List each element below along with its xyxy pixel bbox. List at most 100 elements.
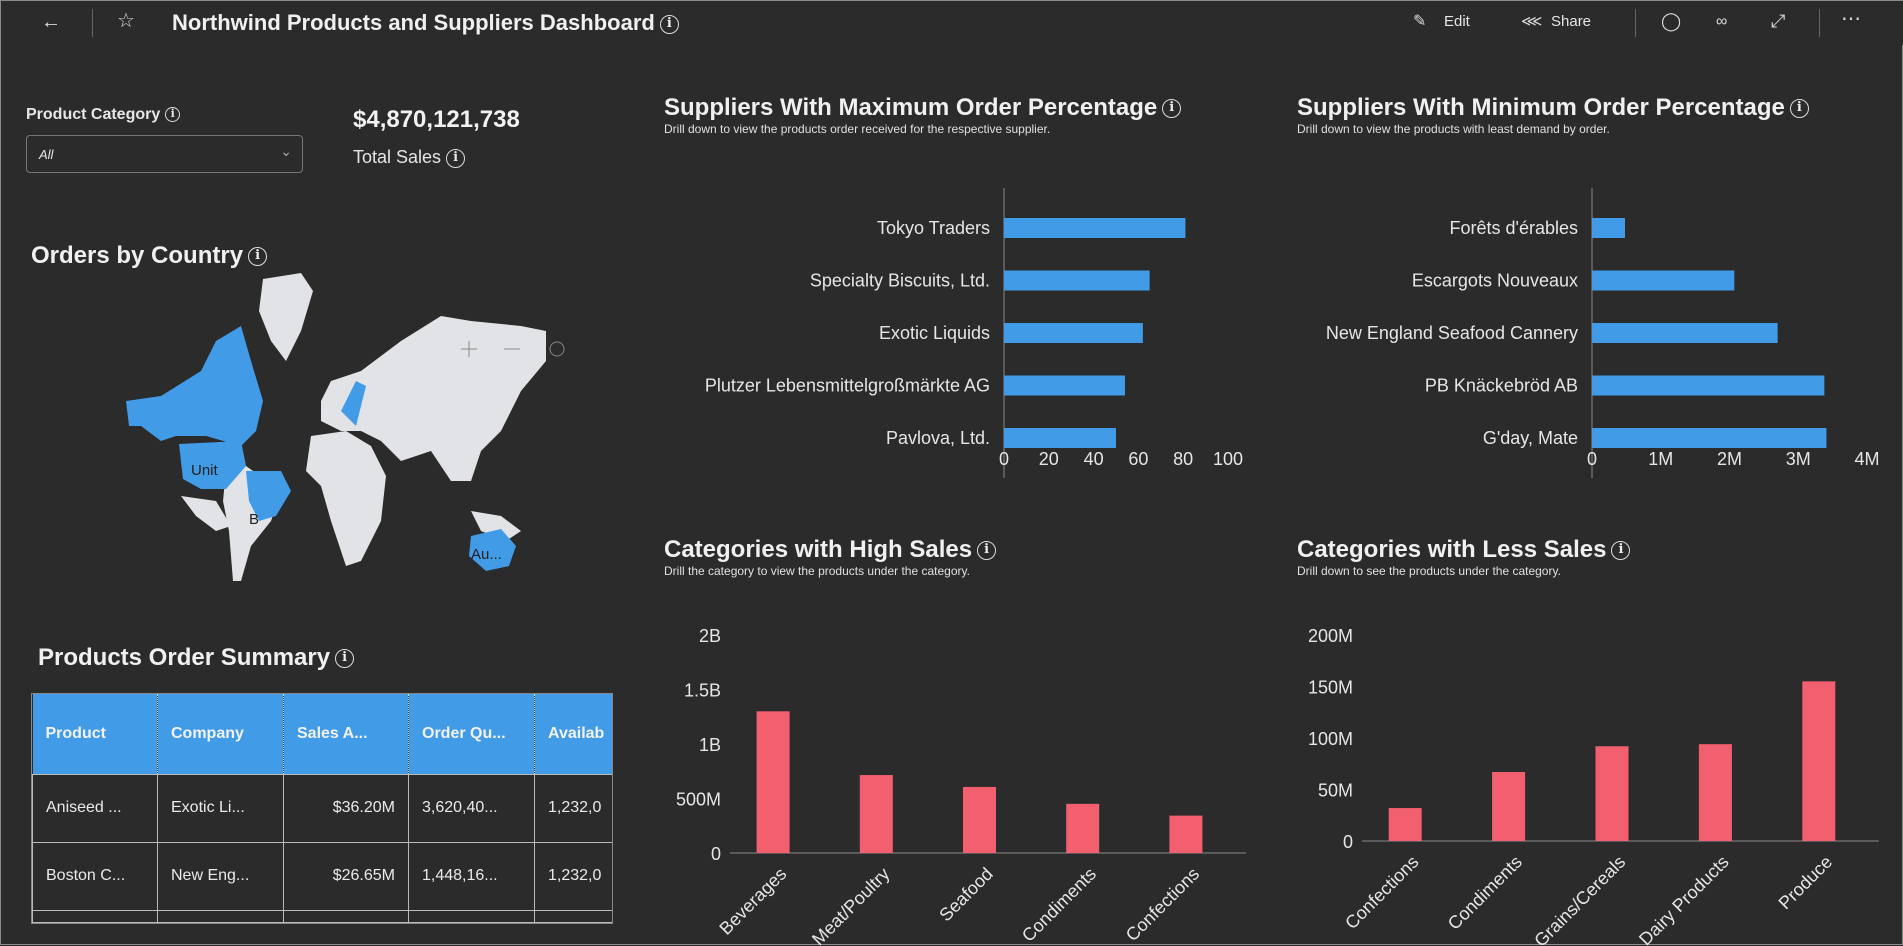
info-icon[interactable]: i bbox=[335, 649, 355, 669]
share-button[interactable]: Share bbox=[1551, 13, 1592, 30]
total-sales-value: $4,870,121,738 bbox=[353, 106, 520, 133]
bar[interactable] bbox=[1066, 803, 1100, 853]
bar[interactable] bbox=[1802, 681, 1836, 841]
info-icon[interactable]: i bbox=[446, 148, 466, 168]
category-label: Seafood bbox=[935, 864, 997, 926]
more-icon[interactable]: ⋯ bbox=[1841, 8, 1861, 30]
info-icon[interactable]: i bbox=[248, 247, 268, 267]
map-eurasia bbox=[321, 316, 546, 481]
category-label: Forêts d'érables bbox=[1450, 218, 1579, 238]
info-icon[interactable]: i bbox=[977, 541, 997, 561]
category-label: PB Knäckebröd AB bbox=[1425, 376, 1578, 396]
comment-icon[interactable]: ◯ bbox=[1661, 11, 1682, 31]
bar[interactable] bbox=[1169, 815, 1203, 853]
map-mexico bbox=[181, 496, 231, 531]
category-label: G'day, Mate bbox=[1483, 428, 1578, 448]
chart-subtitle: Drill down to see the products under the… bbox=[1297, 564, 1561, 578]
category-label: Confections bbox=[1122, 864, 1203, 945]
bar[interactable] bbox=[1004, 375, 1125, 396]
bar[interactable] bbox=[1492, 771, 1526, 841]
map-usa bbox=[179, 441, 246, 489]
info-icon[interactable]: i bbox=[659, 14, 679, 34]
dashboard-title: Northwind Products and Suppliers Dashboa… bbox=[172, 10, 679, 36]
bar[interactable] bbox=[1698, 744, 1732, 841]
category-label: Plutzer Lebensmittelgroßmärkte AG bbox=[705, 376, 990, 396]
bar[interactable] bbox=[1592, 375, 1825, 396]
column-header-order-quantity[interactable]: Order Qu... bbox=[408, 694, 535, 774]
chart-title: Suppliers With Maximum Order Percentage bbox=[664, 94, 1158, 121]
map-canada bbox=[126, 326, 263, 446]
edit-button[interactable]: Edit bbox=[1444, 13, 1470, 30]
bar[interactable] bbox=[859, 775, 893, 853]
map-scandinavia bbox=[341, 381, 366, 426]
map-label-brazil: B bbox=[249, 511, 259, 528]
category-label: Confections bbox=[1341, 852, 1422, 933]
table-row[interactable]: Boston C... New Eng... $26.65M 1,448,16.… bbox=[32, 841, 612, 911]
back-arrow-icon[interactable]: ← bbox=[41, 11, 61, 33]
star-icon[interactable]: ☆ bbox=[117, 10, 135, 32]
chart-subtitle: Drill the category to view the products … bbox=[664, 564, 970, 578]
tick-label: 1.5B bbox=[684, 681, 721, 701]
bar[interactable] bbox=[1595, 746, 1629, 841]
tick-label: 20 bbox=[1039, 449, 1059, 469]
table-title: Products Order Summary i bbox=[38, 644, 355, 672]
product-category-dropdown[interactable]: All ⌄ bbox=[26, 135, 303, 173]
table-header-row: Product Company Sales A... Order Qu... A… bbox=[32, 694, 612, 774]
tick-label: 0 bbox=[999, 449, 1009, 469]
glasses-icon[interactable]: ∞ bbox=[1716, 13, 1728, 30]
table-row[interactable]: Aniseed ... Exotic Li... $36.20M 3,620,4… bbox=[32, 773, 612, 843]
map-title: Orders by Country i bbox=[31, 242, 268, 270]
bar[interactable] bbox=[1004, 270, 1150, 291]
chart-less-sales-header: Categories with Less Sales i Drill down t… bbox=[1297, 536, 1631, 578]
divider bbox=[92, 9, 93, 37]
bar[interactable] bbox=[1592, 218, 1625, 238]
chart-title: Categories with High Sales bbox=[664, 536, 973, 563]
map-africa bbox=[306, 431, 386, 566]
bar[interactable] bbox=[1004, 218, 1186, 238]
world-map[interactable]: Unit B Au... bbox=[1, 231, 621, 591]
chart-min-suppliers-header: Suppliers With Minimum Order Percentage i… bbox=[1297, 94, 1809, 136]
chart-title: Categories with Less Sales bbox=[1297, 536, 1607, 563]
chart-title: Suppliers With Minimum Order Percentage bbox=[1297, 94, 1785, 121]
table-row-partial[interactable] bbox=[32, 909, 612, 923]
category-label: Beverages bbox=[715, 864, 790, 939]
bar[interactable] bbox=[1592, 323, 1778, 343]
cell-order-qty: 3,620,40... bbox=[408, 773, 535, 843]
chart-subtitle: Drill down to view the products with lea… bbox=[1297, 122, 1610, 136]
category-label: Pavlova, Ltd. bbox=[886, 428, 990, 448]
bar[interactable] bbox=[1004, 323, 1143, 343]
category-label: Tokyo Traders bbox=[877, 218, 990, 238]
info-icon[interactable]: i bbox=[1789, 99, 1809, 119]
column-header-sales-amount[interactable]: Sales A... bbox=[283, 694, 409, 774]
reset-view-icon bbox=[549, 341, 565, 357]
tick-label: 100 bbox=[1213, 449, 1243, 469]
share-icon: ⋘ bbox=[1521, 13, 1543, 30]
column-header-product[interactable]: Product bbox=[32, 694, 158, 774]
bar[interactable] bbox=[1388, 808, 1422, 841]
bar[interactable] bbox=[1592, 428, 1827, 448]
column-header-available[interactable]: Availab bbox=[534, 694, 612, 774]
bar[interactable] bbox=[1592, 270, 1735, 291]
info-icon[interactable]: i bbox=[1611, 541, 1631, 561]
column-header-company[interactable]: Company bbox=[157, 694, 284, 774]
tick-label: 0 bbox=[711, 844, 721, 864]
cell-product: Boston C... bbox=[32, 841, 158, 911]
bar[interactable] bbox=[963, 786, 996, 853]
category-label: Escargots Nouveaux bbox=[1412, 271, 1578, 291]
category-label: Produce bbox=[1775, 852, 1837, 914]
map-label-usa: Unit bbox=[191, 462, 219, 479]
bar[interactable] bbox=[1004, 428, 1116, 448]
bar[interactable] bbox=[756, 711, 790, 853]
info-icon[interactable]: i bbox=[1162, 99, 1182, 119]
divider bbox=[1635, 9, 1636, 37]
info-icon[interactable]: i bbox=[165, 107, 181, 123]
zoom-in-icon bbox=[461, 341, 477, 357]
expand-icon[interactable]: ⤢ bbox=[1771, 11, 1786, 31]
products-order-table: Product Company Sales A... Order Qu... A… bbox=[31, 693, 613, 924]
top-bar: ← ☆ Northwind Products and Suppliers Das… bbox=[1, 1, 1903, 45]
tick-label: 50M bbox=[1318, 781, 1353, 801]
cell-order-qty: 1,448,16... bbox=[408, 841, 535, 911]
total-sales-label: Total Sales i bbox=[353, 147, 466, 168]
map-label-australia: Au... bbox=[471, 546, 502, 563]
